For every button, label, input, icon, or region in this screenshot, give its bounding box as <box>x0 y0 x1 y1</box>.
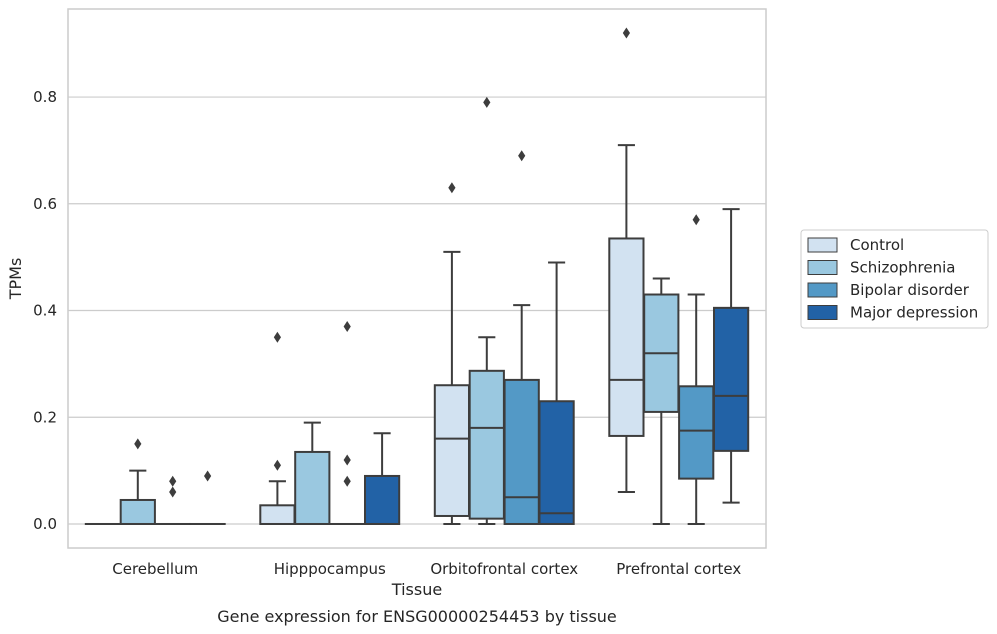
outlier-point <box>483 96 491 108</box>
box-body <box>712 306 750 452</box>
box-body <box>678 385 715 480</box>
plot-frame <box>67 8 767 549</box>
y-tick-label: 0.4 <box>33 302 57 320</box>
box-control <box>259 331 296 525</box>
box-major-depression <box>189 470 226 525</box>
box-control <box>433 182 471 525</box>
outlier-point <box>343 454 351 466</box>
legend-label: Schizophrenia <box>850 259 955 277</box>
grid-lines <box>68 96 766 525</box>
box-body <box>259 504 296 525</box>
outlier-point <box>518 150 526 162</box>
x-tick-labels: Cerebellum Hipppocampus Orbitofrontal cort… <box>112 560 741 578</box>
box-bipolar-disorder <box>678 214 715 525</box>
x-tick-label: Hipppocampus <box>274 560 386 578</box>
box-bipolar-disorder <box>503 150 540 525</box>
outlier-point <box>692 214 700 226</box>
legend-label: Control <box>850 236 904 254</box>
box-body <box>468 369 505 520</box>
box-body <box>538 400 575 525</box>
legend-frame <box>800 229 989 329</box>
box-major-depression <box>538 261 575 525</box>
legend-label: Major depression <box>850 304 978 322</box>
outlier-point <box>169 475 177 487</box>
outlier-point <box>204 470 212 482</box>
y-tick-label: 0.6 <box>33 195 57 213</box>
box-schizophrenia <box>468 96 505 525</box>
legend-swatch <box>807 260 838 275</box>
outlier-point <box>343 321 351 333</box>
outlier-point <box>343 475 351 487</box>
outlier-point <box>134 438 142 450</box>
x-axis-label: Tissue <box>391 580 442 599</box>
box-bipolar-disorder <box>154 475 191 525</box>
y-tick-label: 0.2 <box>33 408 57 426</box>
outlier-point <box>448 182 456 194</box>
box-body <box>433 384 471 517</box>
box-major-depression <box>712 208 750 504</box>
y-axis-label: TPMs <box>6 258 25 301</box>
box-series <box>84 27 750 525</box>
chart-caption: Gene expression for ENSG00000254453 by t… <box>217 607 617 626</box>
box-body <box>363 474 401 525</box>
legend: Control Schizophrenia Bipolar disorder Majo… <box>800 229 989 329</box>
outlier-point <box>273 459 281 471</box>
outlier-point <box>169 486 177 498</box>
box-body <box>503 378 540 525</box>
outlier-point <box>273 331 281 343</box>
y-tick-label: 0.0 <box>33 515 57 533</box>
box-major-depression <box>363 432 401 525</box>
outlier-point <box>622 27 630 39</box>
legend-label: Bipolar disorder <box>850 281 970 299</box>
x-tick-label: Prefrontal cortex <box>616 560 741 578</box>
legend-swatch <box>807 282 838 298</box>
y-tick-label: 0.8 <box>33 88 57 106</box>
box-body <box>608 237 645 437</box>
y-tick-labels: 0.0 0.2 0.4 0.6 0.8 <box>33 88 57 533</box>
legend-swatch <box>807 237 838 253</box>
box-schizophrenia <box>294 421 331 525</box>
box-body <box>119 498 156 525</box>
box-body <box>294 450 331 525</box>
x-tick-label: Orbitofrontal cortex <box>430 560 578 578</box>
x-tick-label: Cerebellum <box>112 560 198 578</box>
box-schizophrenia <box>643 277 680 525</box>
legend-swatch <box>807 305 838 320</box>
box-schizophrenia <box>119 438 156 525</box>
box-bipolar-disorder <box>329 321 366 525</box>
